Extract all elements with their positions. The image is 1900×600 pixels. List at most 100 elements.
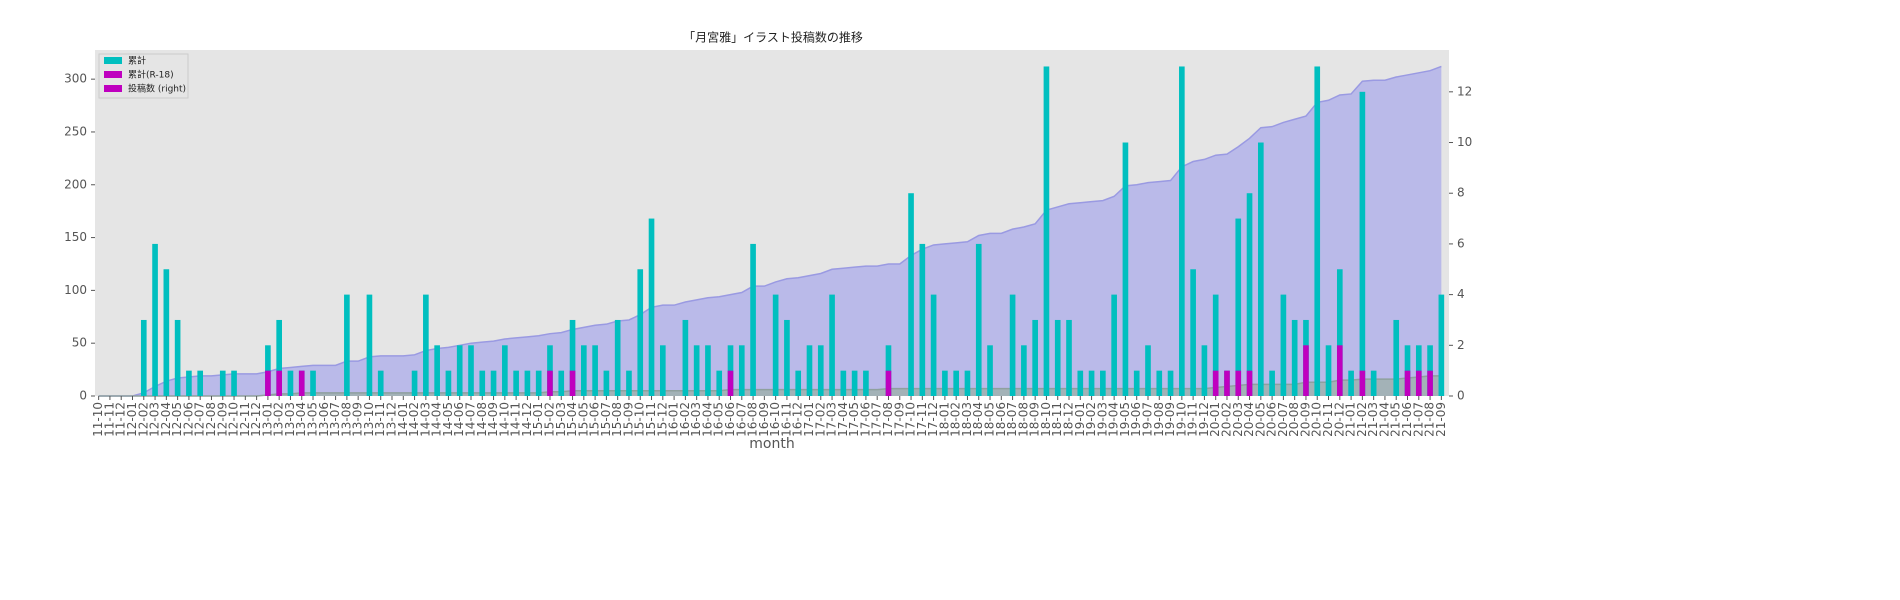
bar	[569, 370, 576, 396]
x-tick-label: 20-08	[1287, 402, 1301, 437]
bar	[784, 319, 790, 396]
x-tick-label: 14-08	[475, 402, 489, 437]
bar	[1032, 319, 1038, 396]
x-tick-label: 14-01	[396, 402, 410, 437]
bar	[513, 370, 519, 396]
bar	[693, 345, 700, 396]
bar	[1235, 218, 1242, 396]
x-tick-label: 15-01	[531, 402, 545, 437]
x-tick-label: 21-04	[1377, 402, 1391, 437]
y-tick-label: 200	[64, 177, 87, 191]
bar	[468, 345, 474, 396]
bar	[1415, 370, 1422, 396]
bar	[558, 370, 565, 396]
bar	[1359, 370, 1366, 396]
x-tick-label: 20-11	[1321, 402, 1335, 437]
x-tick-label: 11-11	[102, 402, 116, 437]
x-tick-label: 13-04	[294, 402, 308, 437]
bar	[1111, 294, 1117, 396]
y-tick-label: 300	[64, 72, 87, 86]
x-tick-label: 16-05	[712, 402, 726, 437]
bar	[1212, 294, 1219, 396]
bar	[863, 370, 869, 396]
x-tick-label: 15-09	[621, 402, 635, 437]
bar	[1404, 370, 1411, 396]
x-tick-label: 21-03	[1366, 402, 1380, 437]
bar	[310, 370, 316, 396]
x-tick-label: 15-03	[554, 402, 568, 437]
x-tick-label: 15-10	[633, 402, 647, 437]
bar	[750, 243, 756, 396]
bar	[1427, 370, 1433, 396]
bar	[705, 345, 711, 396]
y2-tick-label: 0	[1457, 389, 1465, 403]
x-tick-label: 13-09	[351, 402, 365, 437]
legend-swatch	[104, 71, 122, 78]
x-axis-label: month	[749, 436, 794, 452]
x-tick-label: 19-05	[1118, 402, 1132, 437]
x-tick-label: 16-04	[700, 402, 714, 437]
x-tick-label: 13-06	[317, 402, 331, 437]
bar	[592, 345, 598, 396]
bar	[547, 370, 553, 396]
x-tick-label: 16-11	[779, 402, 793, 437]
bar	[265, 370, 271, 396]
x-tick-label: 20-03	[1231, 402, 1245, 437]
bar	[614, 319, 621, 396]
x-tick-label: 21-01	[1344, 402, 1358, 437]
x-tick-label: 12-10	[227, 402, 241, 437]
x-tick-label: 18-02	[949, 402, 963, 437]
bar	[1043, 66, 1050, 396]
x-tick-label: 21-08	[1423, 402, 1437, 437]
x-tick-label: 12-07	[193, 402, 207, 437]
bar	[140, 319, 147, 396]
x-tick-label: 12-09	[215, 402, 229, 437]
bar	[581, 345, 587, 396]
x-tick-label: 16-09	[757, 402, 771, 437]
bar	[298, 370, 305, 396]
bar	[366, 294, 373, 396]
x-tick-label: 18-07	[1005, 402, 1019, 437]
bar	[738, 345, 745, 396]
bar	[637, 269, 644, 396]
bar	[197, 370, 204, 396]
x-tick-label: 12-03	[148, 402, 162, 437]
x-tick-label: 17-12	[926, 402, 940, 437]
legend-label: 累計	[128, 55, 146, 67]
bar	[186, 370, 192, 396]
bar	[908, 193, 914, 396]
x-tick-label: 16-06	[723, 402, 737, 437]
bar	[456, 345, 463, 396]
bar	[1393, 319, 1400, 396]
x-tick-label: 19-07	[1140, 402, 1154, 437]
bar	[795, 370, 802, 396]
bar	[1190, 269, 1196, 396]
y-tick-label: 50	[72, 336, 87, 350]
bar	[1235, 370, 1242, 396]
bar	[1325, 345, 1332, 396]
y-tick-label: 250	[64, 124, 87, 138]
x-tick-label: 14-11	[509, 402, 523, 437]
bar	[1201, 345, 1208, 396]
x-tick-label: 15-05	[576, 402, 590, 437]
bar	[1258, 142, 1264, 396]
bar	[682, 319, 689, 396]
bar	[434, 345, 440, 396]
y2-tick-label: 4	[1457, 287, 1465, 301]
bar	[1212, 370, 1219, 396]
x-tick-label: 19-10	[1174, 402, 1188, 437]
y2-tick-label: 10	[1457, 135, 1472, 149]
bar	[648, 218, 655, 396]
x-tick-label: 15-02	[542, 402, 556, 437]
x-tick-label: 18-09	[1028, 402, 1042, 437]
bar	[829, 294, 835, 396]
x-tick-label: 12-04	[159, 402, 173, 437]
x-tick-label: 13-03	[283, 402, 297, 437]
x-tick-label: 19-06	[1129, 402, 1143, 437]
x-tick-label: 18-10	[1039, 402, 1053, 437]
bar	[490, 370, 497, 396]
x-tick-label: 20-04	[1242, 402, 1256, 437]
bar	[1370, 370, 1377, 396]
